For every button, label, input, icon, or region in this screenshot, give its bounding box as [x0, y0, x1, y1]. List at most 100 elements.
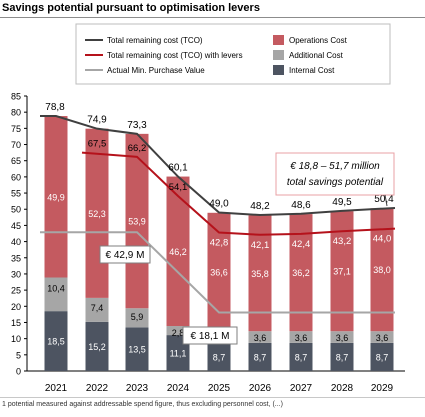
segment-value-label: 3,6	[376, 333, 389, 343]
segment-value-label: 8,7	[336, 352, 349, 362]
bar-internal-cost	[85, 321, 109, 371]
segment-value-label: 35,8	[251, 269, 269, 279]
segment-value-label: 52,3	[88, 209, 106, 219]
bar-operations-cost	[166, 176, 190, 327]
x-tick-label: 2025	[208, 383, 231, 394]
bar-additional-cost	[44, 277, 68, 312]
y-tick-label: 75	[11, 124, 21, 134]
x-tick-label: 2021	[45, 383, 68, 394]
segment-value-label: 11,1	[170, 349, 187, 359]
segment-value-label: 38,0	[373, 265, 391, 275]
tco-value-label: 48,6	[291, 200, 311, 211]
segment-value-label: 3,6	[295, 333, 308, 343]
bar-additional-cost	[370, 331, 394, 343]
footnote-divider	[0, 397, 425, 398]
bar-internal-cost	[207, 342, 231, 371]
tco-value-label: 49,5	[332, 197, 352, 208]
tco-levers-value-label: 43,2	[333, 236, 352, 247]
tco-levers-value-label: 54,1	[169, 182, 188, 193]
legend-label: Total remaining cost (TCO)	[107, 36, 203, 45]
segment-value-label: 5,9	[131, 312, 144, 322]
segment-value-label: 8,7	[376, 352, 389, 362]
y-tick-label: 0	[16, 367, 21, 377]
tco-levers-value-label: 67,5	[88, 139, 107, 150]
bar-operations-cost	[248, 215, 272, 332]
tco-value-label: 73,3	[127, 120, 147, 131]
chart-title: Savings potential pursuant to optimisati…	[2, 2, 260, 14]
y-tick-label: 70	[11, 140, 21, 150]
savings-callout-box	[275, 152, 395, 196]
segment-value-label: 18,5	[47, 337, 65, 347]
footnote: 1 potential measured against addressable…	[2, 401, 283, 408]
bar-operations-cost	[125, 133, 149, 309]
x-tick-label: 2026	[249, 383, 272, 394]
line-actual-min-purchase	[40, 231, 395, 314]
legend-bar-swatch	[273, 50, 284, 60]
bar-additional-cost	[330, 331, 354, 343]
x-tick-label: 2028	[331, 383, 354, 394]
legend-label: Additional Cost	[289, 51, 344, 60]
callout-box	[99, 245, 151, 264]
x-tick-label: 2024	[167, 383, 190, 394]
x-tick-label: 2027	[290, 383, 313, 394]
y-tick-label: 20	[11, 302, 21, 312]
segment-value-label: 3,6	[336, 333, 349, 343]
segment-value-label: 46,2	[169, 247, 187, 257]
callout-box	[182, 326, 238, 345]
y-tick-label: 5	[16, 350, 21, 360]
segment-value-label: 49,9	[47, 192, 65, 202]
y-tick-label: 55	[11, 189, 21, 199]
y-tick-label: 10	[11, 334, 21, 344]
bar-operations-cost	[289, 214, 313, 332]
segment-value-label: 3,6	[254, 333, 267, 343]
title-divider	[0, 17, 425, 18]
callout-text: € 42,9 M	[106, 250, 145, 261]
bar-internal-cost	[44, 311, 68, 371]
tco-levers-value-label: 42,1	[251, 240, 270, 251]
y-tick-label: 40	[11, 237, 21, 247]
line-tco-with-levers	[81, 151, 396, 236]
bar-additional-cost	[248, 331, 272, 343]
segment-value-label: 36,2	[292, 268, 310, 278]
x-tick-label: 2022	[86, 383, 109, 394]
legend-bar-swatch	[273, 65, 284, 75]
segment-value-label: 8,7	[254, 352, 267, 362]
savings-callout-arrow	[384, 194, 388, 207]
segment-value-label: 37,1	[333, 267, 351, 277]
segment-value-label: 10,4	[47, 284, 65, 294]
y-tick-label: 45	[11, 221, 21, 231]
segment-value-label: 8,7	[295, 352, 308, 362]
y-tick-label: 35	[11, 253, 21, 263]
bar-internal-cost	[370, 342, 394, 371]
bar-additional-cost	[289, 331, 313, 343]
segment-value-label: 7,4	[91, 303, 104, 313]
segment-value-label: 15,2	[88, 342, 106, 352]
tco-value-label: 50,4	[374, 194, 394, 205]
tco-levers-value-label: 42,8	[210, 238, 229, 249]
savings-callout-line2: total savings potential	[287, 177, 384, 188]
y-tick-label: 25	[11, 286, 21, 296]
bar-internal-cost	[330, 342, 354, 371]
legend-box	[75, 23, 391, 85]
bar-additional-cost	[125, 308, 149, 328]
tco-levers-value-label: 42,4	[292, 239, 311, 250]
segment-value-label: 36,6	[210, 268, 228, 278]
segment-value-label: 53,9	[128, 217, 146, 227]
callout-text: € 18,1 M	[191, 331, 230, 342]
bar-operations-cost	[330, 211, 354, 332]
legend-label: Operations Cost	[289, 36, 348, 45]
y-tick-label: 80	[11, 108, 21, 118]
bar-operations-cost	[44, 116, 68, 278]
bar-internal-cost	[125, 327, 149, 371]
x-tick-label: 2029	[371, 383, 394, 394]
legend-label: Total remaining cost (TCO) with levers	[107, 51, 243, 60]
y-tick-label: 30	[11, 269, 21, 279]
segment-value-label: 13,5	[128, 345, 146, 355]
y-tick-label: 60	[11, 172, 21, 182]
tco-value-label: 74,9	[87, 115, 107, 126]
y-tick-label: 65	[11, 156, 21, 166]
tco-value-label: 60,1	[168, 163, 188, 174]
bar-internal-cost	[289, 342, 313, 371]
bar-internal-cost	[248, 342, 272, 371]
segment-value-label: 8,7	[213, 352, 226, 362]
